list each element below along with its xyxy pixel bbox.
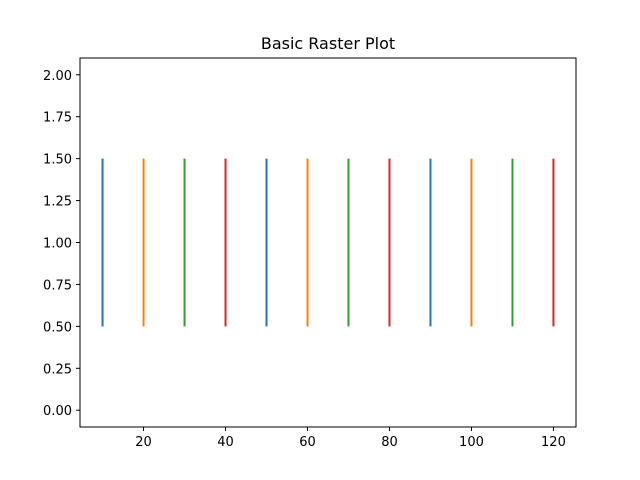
x-tick-label: 40 — [217, 435, 234, 450]
y-tick-label: 1.25 — [43, 195, 72, 210]
y-axis: 0.00 0.25 0.50 0.75 1.00 1.25 1.50 1.75 2.00 — [43, 69, 80, 419]
chart-title: Basic Raster Plot — [261, 34, 395, 53]
x-tick-label: 100 — [459, 435, 484, 450]
y-tick-label: 1.75 — [43, 111, 72, 126]
event-lines — [101, 158, 555, 327]
y-tick-label: 1.00 — [43, 237, 72, 252]
y-tick-label: 1.50 — [43, 153, 72, 168]
x-axis: 20 40 60 80 100 120 — [135, 427, 566, 450]
y-tick-label: 2.00 — [43, 69, 72, 84]
x-tick-label: 60 — [299, 435, 316, 450]
plot-frame — [79, 57, 577, 428]
y-tick-label: 0.50 — [43, 320, 72, 335]
y-tick-label: 0.00 — [43, 404, 72, 419]
x-tick-label: 80 — [381, 435, 398, 450]
y-tick-label: 0.75 — [43, 278, 72, 293]
x-tick-label: 20 — [135, 435, 152, 450]
y-tick-label: 0.25 — [43, 362, 72, 377]
x-tick-label: 120 — [541, 435, 566, 450]
